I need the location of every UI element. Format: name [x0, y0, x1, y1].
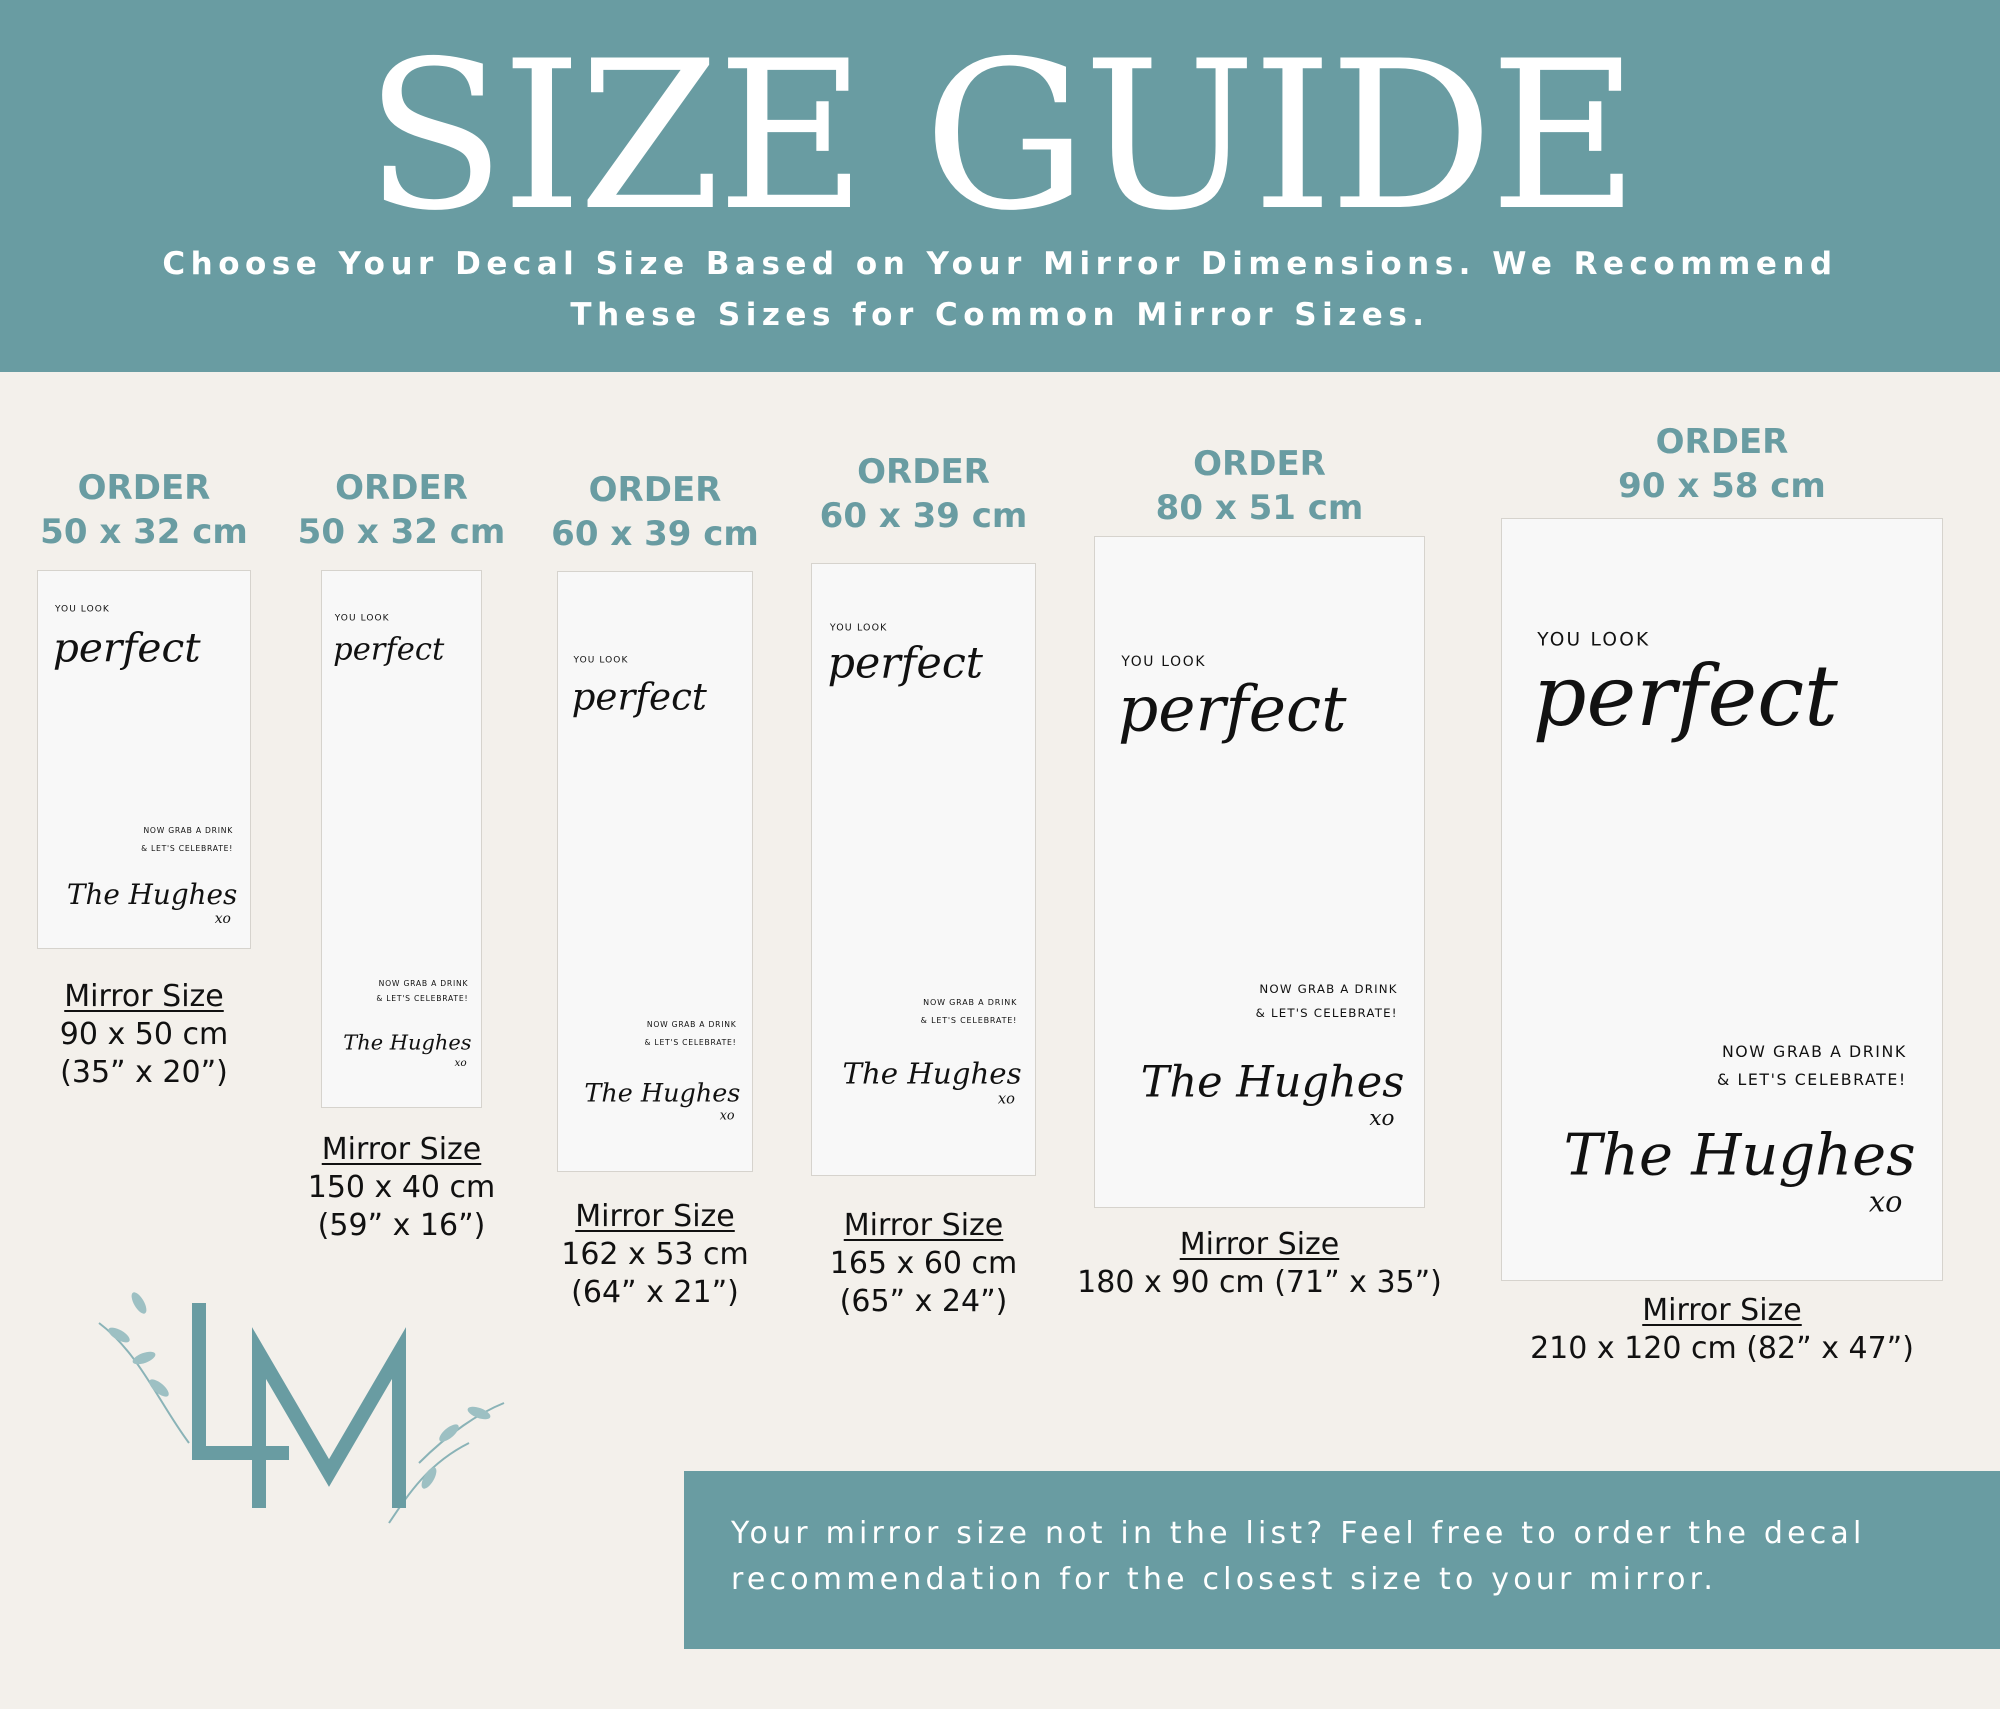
xo-script: xo [719, 1108, 735, 1124]
mirror-size-value: 180 x 90 cm (71” x 35”) [1077, 1265, 1442, 1300]
subtitle-line-2: These Sizes for Common Mirror Sizes. [570, 297, 1430, 333]
decal-preview: YOU LOOK perfect NOW GRAB A DRINK & LET'S C… [557, 571, 753, 1172]
mirror-size-info: Mirror Size 90 x 50 cm (35” x 20”) [60, 978, 228, 1092]
mirror-size-info: Mirror Size 150 x 40 cm (59” x 16”) [308, 1131, 496, 1245]
order-label: ORDER [1655, 422, 1789, 462]
mirror-size-value: (65” x 24”) [839, 1284, 1008, 1319]
mirror-size-heading: Mirror Size [64, 979, 224, 1014]
order-size-label: ORDER 60 x 39 cm [551, 468, 759, 556]
now-grab-text: NOW GRAB A DRINK [1721, 1041, 1907, 1061]
order-label: ORDER [335, 468, 468, 508]
xo-script: xo [454, 1056, 467, 1069]
mirror-size-value: (59” x 16”) [317, 1208, 486, 1243]
order-size-label: ORDER 60 x 39 cm [820, 450, 1028, 538]
footer-note: Your mirror size not in the list? Feel f… [684, 1471, 2000, 1649]
mirror-size-heading: Mirror Size [321, 1132, 482, 1167]
mirror-size-value: 162 x 53 cm [561, 1237, 749, 1272]
you-look-text: YOU LOOK [1537, 629, 1651, 651]
order-size-label: ORDER 90 x 58 cm [1618, 420, 1826, 508]
now-grab-text: NOW GRAB A DRINK [923, 998, 1018, 1008]
celebrate-text: & LET'S CELEBRATE! [644, 1037, 737, 1047]
order-size: 90 x 58 cm [1618, 466, 1826, 506]
mirror-size-value: 210 x 120 cm (82” x 47”) [1530, 1331, 1914, 1366]
signature-script: The Hughes [1140, 1057, 1405, 1108]
order-size-label: ORDER 80 x 51 cm [1156, 442, 1364, 530]
signature-script: The Hughes [343, 1030, 472, 1055]
mirror-size-value: (35” x 20”) [60, 1055, 228, 1090]
order-size: 50 x 32 cm [297, 512, 506, 552]
now-grab-text: NOW GRAB A DRINK [646, 1020, 737, 1030]
mirror-size-heading: Mirror Size [843, 1208, 1004, 1243]
mirror-size-info: Mirror Size 165 x 60 cm (65” x 24”) [830, 1207, 1018, 1321]
celebrate-text: & LET'S CELEBRATE! [920, 1016, 1018, 1025]
xo-script: xo [214, 910, 231, 927]
subtitle-line-1: Choose Your Decal Size Based on Your Mir… [162, 246, 1838, 282]
header-banner: SIZE GUIDE Choose Your Decal Size Based … [0, 0, 2000, 372]
mirror-size-info: Mirror Size 210 x 120 cm (82” x 47”) [1530, 1292, 1914, 1368]
footer-line-1: Your mirror size not in the list? Feel f… [731, 1516, 1866, 1551]
signature-script: The Hughes [66, 878, 238, 912]
celebrate-text: & LET'S CELEBRATE! [1255, 1006, 1398, 1021]
celebrate-text: & LET'S CELEBRATE! [376, 994, 469, 1004]
decal-preview: YOU LOOK perfect NOW GRAB A DRINK & LET'S C… [1501, 518, 1943, 1281]
order-size: 60 x 39 cm [551, 514, 759, 554]
order-label: ORDER [857, 452, 990, 492]
mirror-size-value: 165 x 60 cm [829, 1246, 1018, 1281]
signature-script: The Hughes [1563, 1121, 1916, 1189]
perfect-script: perfect [827, 638, 983, 689]
mirror-size-heading: Mirror Size [575, 1199, 735, 1234]
you-look-text: YOU LOOK [54, 604, 110, 615]
decal-preview: YOU LOOK perfect NOW GRAB A DRINK & LET'S C… [321, 570, 482, 1108]
order-size: 50 x 32 cm [40, 512, 248, 552]
decal-preview: YOU LOOK perfect NOW GRAB A DRINK & LET'S C… [37, 570, 251, 949]
signature-script: The Hughes [842, 1056, 1022, 1091]
mirror-size-heading: Mirror Size [1179, 1227, 1340, 1262]
celebrate-text: & LET'S CELEBRATE! [141, 844, 234, 854]
lm-logo [98, 1292, 505, 1524]
page-title: SIZE GUIDE [364, 18, 1639, 256]
order-label: ORDER [1193, 444, 1326, 484]
now-grab-text: NOW GRAB A DRINK [143, 826, 234, 836]
you-look-text: YOU LOOK [1121, 654, 1207, 670]
mirror-size-value: 90 x 50 cm [59, 1017, 229, 1052]
mirror-size-info: Mirror Size 162 x 53 cm (64” x 21”) [561, 1198, 749, 1312]
now-grab-text: NOW GRAB A DRINK [378, 978, 469, 988]
order-size: 60 x 39 cm [819, 496, 1028, 536]
xo-script: xo [997, 1090, 1015, 1108]
order-size-label: ORDER 50 x 32 cm [298, 466, 506, 554]
you-look-text: YOU LOOK [334, 613, 390, 624]
perfect-script: perfect [333, 633, 445, 669]
order-size-label: ORDER 50 x 32 cm [40, 466, 248, 554]
mirror-size-value: (64” x 21”) [571, 1275, 739, 1310]
perfect-script: perfect [1532, 646, 1838, 745]
you-look-text: YOU LOOK [573, 655, 629, 666]
order-label: ORDER [77, 468, 211, 508]
now-grab-text: NOW GRAB A DRINK [1259, 982, 1398, 996]
xo-script: xo [1369, 1106, 1395, 1132]
order-label: ORDER [588, 470, 722, 510]
mirror-size-value: 150 x 40 cm [307, 1170, 496, 1205]
decal-preview: YOU LOOK perfect NOW GRAB A DRINK & LET'S C… [1094, 536, 1425, 1208]
mirror-size-heading: Mirror Size [1642, 1293, 1802, 1328]
decal-preview: YOU LOOK perfect NOW GRAB A DRINK & LET'S C… [811, 563, 1036, 1176]
perfect-script: perfect [571, 673, 707, 718]
mirror-size-info: Mirror Size 180 x 90 cm (71” x 35”) [1077, 1226, 1442, 1302]
footer-line-2: recommendation for the closest size to y… [731, 1562, 1718, 1597]
xo-script: xo [1868, 1185, 1903, 1220]
perfect-script: perfect [1118, 672, 1347, 746]
perfect-script: perfect [52, 623, 201, 672]
order-size: 80 x 51 cm [1155, 488, 1364, 528]
signature-script: The Hughes [584, 1077, 741, 1108]
celebrate-text: & LET'S CELEBRATE! [1717, 1069, 1907, 1089]
you-look-text: YOU LOOK [829, 621, 888, 633]
